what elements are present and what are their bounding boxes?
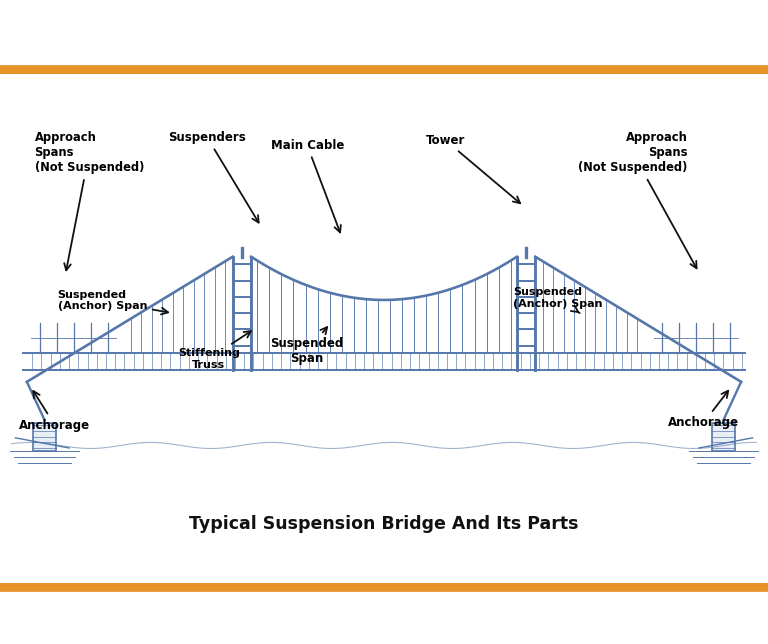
Bar — [33, 422, 56, 451]
Text: Stiffening
Truss: Stiffening Truss — [178, 331, 251, 370]
Text: Approach
Spans
(Not Suspended): Approach Spans (Not Suspended) — [35, 131, 144, 270]
Text: Dream Civil: Dream Civil — [299, 604, 469, 630]
Text: Suspended
Span: Suspended Span — [270, 327, 344, 365]
Bar — [712, 422, 735, 451]
Text: Approach
Spans
(Not Suspended): Approach Spans (Not Suspended) — [578, 131, 697, 269]
Text: Main Cable: Main Cable — [270, 139, 344, 232]
Text: Tower: Tower — [425, 134, 520, 204]
Text: Suspenders: Suspenders — [168, 131, 259, 223]
Text: Anchorage: Anchorage — [668, 391, 740, 429]
Text: Suspended
(Anchor) Span: Suspended (Anchor) Span — [58, 290, 168, 314]
Text: Suspended
(Anchor) Span: Suspended (Anchor) Span — [513, 287, 603, 313]
Text: Typical Suspension Bridge And Its Parts: Typical Suspension Bridge And Its Parts — [189, 515, 579, 533]
Text: Main Parts of a Suspension Bridge: Main Parts of a Suspension Bridge — [74, 17, 694, 48]
Text: Anchorage: Anchorage — [19, 391, 91, 431]
